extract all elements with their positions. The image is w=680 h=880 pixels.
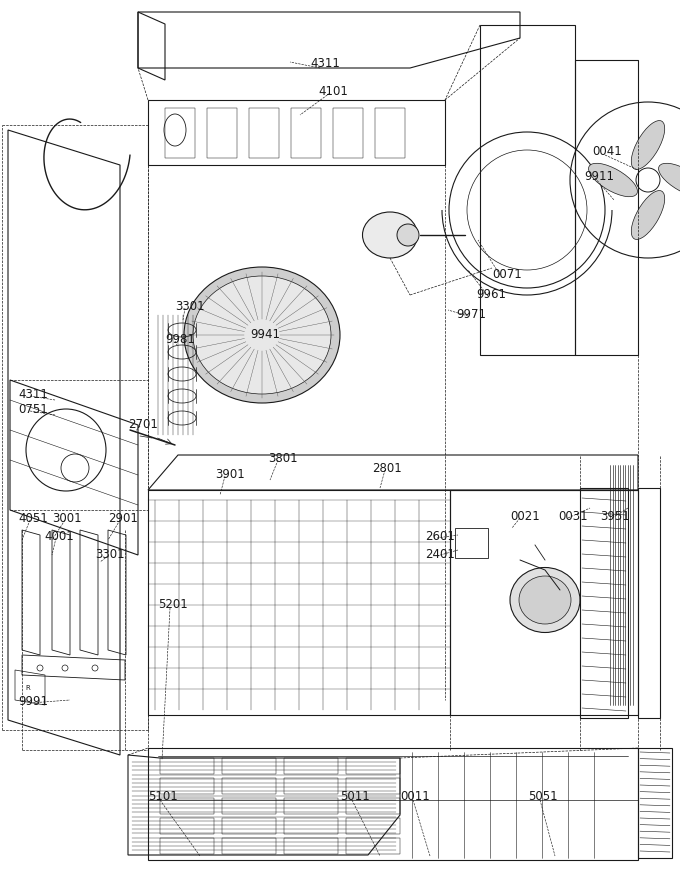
Text: 9981: 9981 <box>165 333 195 346</box>
Ellipse shape <box>193 276 331 394</box>
Text: 3001: 3001 <box>52 512 82 525</box>
Ellipse shape <box>658 164 680 197</box>
Text: 5201: 5201 <box>158 598 188 611</box>
Text: R: R <box>26 685 31 691</box>
Text: 0751: 0751 <box>18 403 48 416</box>
Text: 2701: 2701 <box>128 418 158 431</box>
Text: 4101: 4101 <box>318 85 348 98</box>
Ellipse shape <box>631 121 665 170</box>
Text: 0021: 0021 <box>510 510 540 523</box>
Text: 4001: 4001 <box>44 530 73 543</box>
Text: 9941: 9941 <box>250 328 280 341</box>
Text: 0041: 0041 <box>592 145 622 158</box>
Text: 2401: 2401 <box>425 548 455 561</box>
Text: 3951: 3951 <box>600 510 630 523</box>
Ellipse shape <box>184 267 340 403</box>
Text: 3301: 3301 <box>175 300 205 313</box>
Text: 9971: 9971 <box>456 308 486 321</box>
Text: 5101: 5101 <box>148 790 177 803</box>
Ellipse shape <box>631 191 665 239</box>
Text: 3801: 3801 <box>268 452 298 465</box>
Text: 3901: 3901 <box>215 468 245 481</box>
Text: 2801: 2801 <box>372 462 402 475</box>
Text: 2601: 2601 <box>425 530 455 543</box>
Text: 3301: 3301 <box>95 548 124 561</box>
Text: 2901: 2901 <box>108 512 138 525</box>
Ellipse shape <box>519 576 571 624</box>
Text: 0071: 0071 <box>492 268 522 281</box>
Text: 9911: 9911 <box>584 170 614 183</box>
Ellipse shape <box>589 164 637 197</box>
Text: 5051: 5051 <box>528 790 558 803</box>
Text: 4311: 4311 <box>310 57 340 70</box>
Ellipse shape <box>510 568 580 633</box>
Text: 4051: 4051 <box>18 512 48 525</box>
Text: 4311: 4311 <box>18 388 48 401</box>
Ellipse shape <box>362 212 418 258</box>
Ellipse shape <box>397 224 419 246</box>
Text: 0031: 0031 <box>558 510 588 523</box>
Text: 9961: 9961 <box>476 288 506 301</box>
Text: 0011: 0011 <box>400 790 430 803</box>
Text: 5011: 5011 <box>340 790 370 803</box>
Text: 9991: 9991 <box>18 695 48 708</box>
